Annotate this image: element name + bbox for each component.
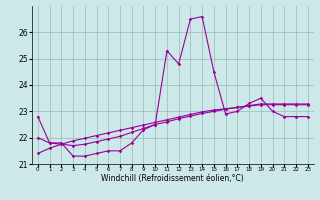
X-axis label: Windchill (Refroidissement éolien,°C): Windchill (Refroidissement éolien,°C) xyxy=(101,174,244,183)
